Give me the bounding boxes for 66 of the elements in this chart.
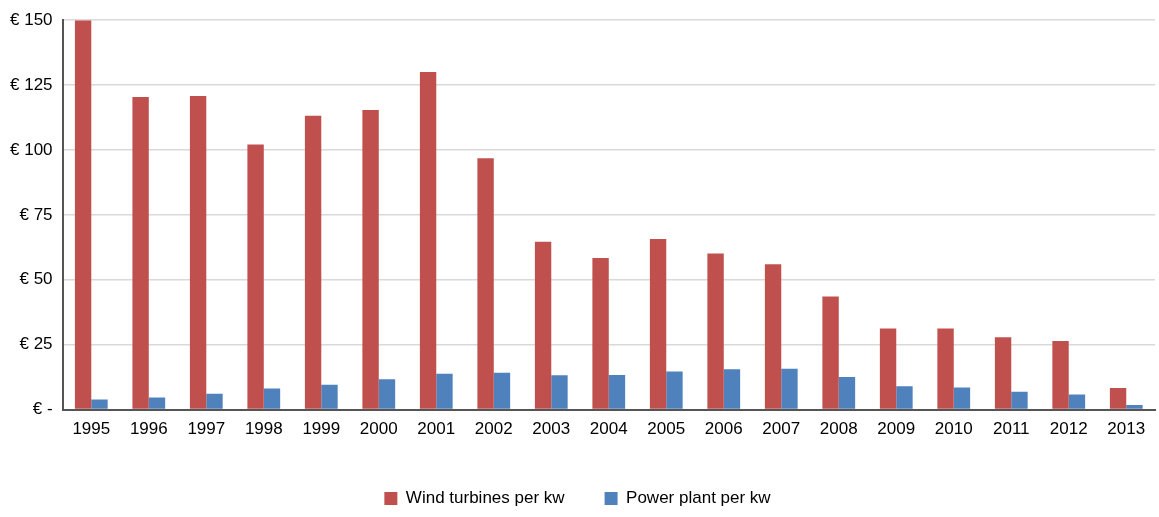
- bar: [551, 375, 568, 409]
- bar: [666, 371, 683, 409]
- bar: [937, 328, 954, 409]
- bar: [362, 110, 379, 409]
- bar: [608, 375, 626, 409]
- legend-label: Power plant per kw: [626, 488, 772, 508]
- bar: [896, 386, 913, 409]
- bar: [206, 393, 223, 409]
- y-tick-label: € 150: [9, 9, 53, 29]
- x-tick-label: 1997: [187, 419, 226, 439]
- bar: [321, 384, 338, 409]
- y-tick-label: € 125: [9, 74, 53, 94]
- bar: [592, 257, 609, 409]
- bar: [764, 264, 782, 409]
- bar: [189, 96, 207, 409]
- x-tick-label: 1996: [129, 419, 168, 439]
- bar: [994, 337, 1012, 409]
- y-tick-label: € -: [32, 399, 53, 419]
- bar: [148, 397, 166, 409]
- bar: [436, 373, 453, 409]
- x-tick-label: 2000: [359, 419, 398, 439]
- x-tick-label: 2006: [704, 419, 743, 439]
- bar: [723, 369, 741, 409]
- bar: [247, 144, 264, 409]
- bar: [649, 239, 667, 409]
- x-tick-label: 2007: [762, 419, 801, 439]
- x-tick-label: 2009: [877, 419, 916, 439]
- x-tick-label: 1999: [302, 419, 341, 439]
- bar: [534, 241, 552, 409]
- bar: [879, 328, 897, 409]
- legend-label: Wind turbines per kw: [405, 488, 566, 508]
- bar: [378, 379, 396, 409]
- bar: [822, 296, 839, 409]
- x-tick-label: 2012: [1049, 419, 1088, 439]
- bar: [493, 372, 511, 409]
- x-tick-label: 2008: [819, 419, 858, 439]
- bar: [1052, 341, 1069, 409]
- y-tick-label: € 75: [19, 204, 53, 224]
- x-tick-label: 2013: [1107, 419, 1146, 439]
- x-tick-label: 2003: [532, 419, 571, 439]
- x-tick-label: 1998: [244, 419, 283, 439]
- x-tick-label: 2005: [647, 419, 686, 439]
- bar: [838, 376, 856, 409]
- x-tick-label: 2011: [992, 419, 1030, 439]
- bar: [477, 158, 494, 409]
- y-tick-label: € 50: [19, 269, 53, 289]
- bar: [781, 368, 798, 409]
- bar: [132, 97, 149, 409]
- bar: [953, 387, 971, 409]
- bar: [304, 115, 322, 409]
- bar: [1109, 388, 1127, 409]
- bar: [1068, 394, 1086, 409]
- bar: [91, 399, 108, 409]
- bar: [1011, 391, 1028, 409]
- bar: [707, 253, 724, 409]
- x-tick-label: 2001: [417, 419, 456, 439]
- x-tick-label: 1995: [72, 419, 111, 439]
- bar: [74, 20, 92, 409]
- x-tick-label: 2004: [589, 419, 628, 439]
- x-tick-label: 2002: [474, 419, 513, 439]
- y-tick-label: € 25: [19, 334, 53, 354]
- x-tick-label: 2010: [934, 419, 973, 439]
- bar: [263, 388, 281, 409]
- y-tick-label: € 100: [9, 139, 53, 159]
- bar: [1126, 404, 1143, 409]
- bar: [419, 72, 437, 409]
